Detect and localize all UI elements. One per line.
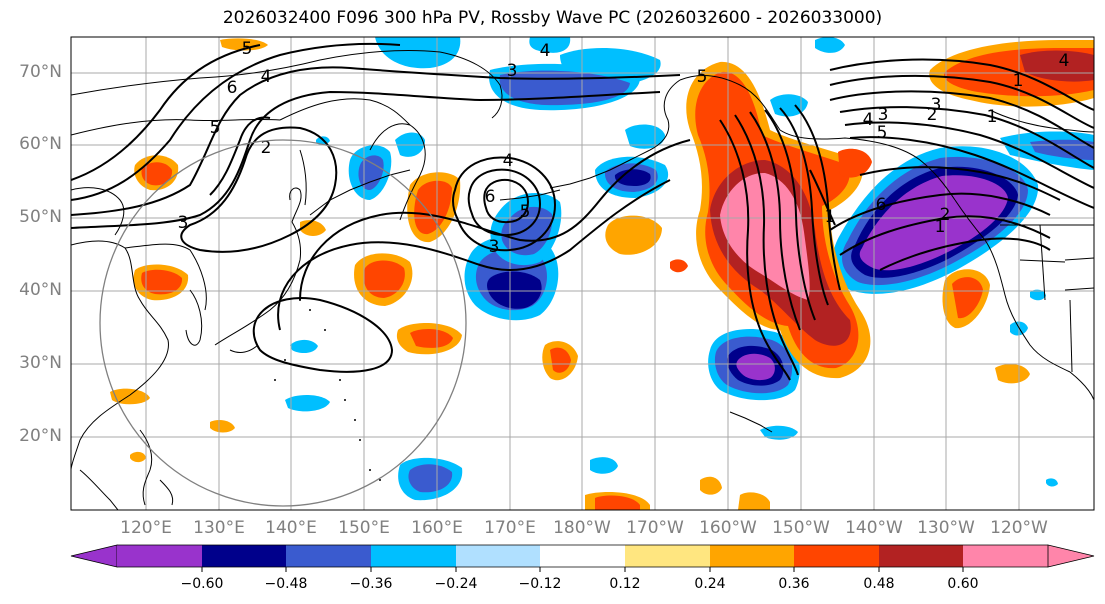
contour-label: 5	[210, 118, 221, 138]
island-dots	[274, 299, 381, 481]
contour-label: 1	[935, 217, 946, 237]
colorbar-swatch	[371, 545, 456, 567]
lon-label: 170°E	[484, 518, 536, 538]
contour-label: 1	[825, 207, 836, 227]
colorbar-label: 0.12	[609, 576, 641, 592]
pv-contours	[71, 42, 1094, 381]
colorbar-swatch	[117, 545, 202, 567]
contour-label: 5	[242, 39, 253, 59]
lon-label: 120°E	[120, 518, 172, 538]
colorbar-label: −0.12	[518, 576, 562, 592]
lon-label: 180°W	[553, 518, 611, 538]
contour-label: 1	[1013, 71, 1024, 91]
colorbar-label: 0.48	[863, 576, 895, 592]
lon-label: 160°E	[411, 518, 463, 538]
map-content: 5 4 6 5 2 3 4 6 5 3 3 4 1 6 2 1 5 1 4 3 …	[71, 37, 1094, 510]
colorbar-label: −0.24	[434, 576, 478, 592]
map-border	[70, 36, 1095, 511]
colorbar-label: −0.60	[180, 576, 224, 592]
colorbar-extend-low	[70, 544, 118, 568]
colorbar-label: 0.24	[694, 576, 726, 592]
contour-label: 5	[520, 202, 531, 222]
lon-label: 140°E	[265, 518, 317, 538]
colorbar-swatch	[794, 545, 879, 567]
contour-label: 5	[697, 67, 708, 87]
lon-label: 150°E	[338, 518, 390, 538]
colorbar-swatch	[963, 545, 1048, 567]
contour-label: 2	[940, 205, 951, 225]
lon-label: 130°E	[193, 518, 245, 538]
contour-label: 4	[1059, 51, 1070, 71]
colorbar-swatch	[879, 545, 963, 567]
contour-label: 3	[178, 213, 189, 233]
contour-label: 4	[863, 110, 874, 130]
map-title: 2026032400 F096 300 hPa PV, Rossby Wave …	[222, 8, 883, 28]
colorbar-label: 0.60	[947, 576, 979, 592]
contour-label: 3	[489, 237, 500, 257]
contour-label: 3	[878, 105, 889, 125]
contour-label: 1	[987, 107, 998, 127]
colorbar-swatch	[540, 545, 625, 567]
contour-label: 6	[227, 78, 238, 98]
lon-label: 150°W	[772, 518, 830, 538]
contour-label: 4	[540, 41, 551, 61]
colorbar-label: 0.36	[778, 576, 810, 592]
contour-label: 5	[877, 123, 888, 143]
contour-label: 2	[261, 138, 272, 158]
colorbar-extend-high	[1047, 544, 1095, 568]
contour-label: 2	[927, 105, 938, 125]
lat-label: 60°N	[19, 134, 62, 154]
colorbar	[70, 544, 1095, 572]
lat-label: 70°N	[19, 62, 62, 82]
lon-label: 140°W	[845, 518, 903, 538]
contour-labels: 5 4 6 5 2 3 4 6 5 3 3 4 1 6 2 1 5 1 4 3 …	[178, 39, 1070, 257]
lat-label: 40°N	[19, 280, 62, 300]
colorbar-swatch	[286, 545, 371, 567]
contour-label: 3	[507, 61, 518, 81]
lon-label: 170°W	[626, 518, 684, 538]
contour-label: 3	[931, 95, 942, 115]
lat-label: 50°N	[19, 207, 62, 227]
colorbar-swatch	[202, 545, 286, 567]
colorbar-swatch	[625, 545, 710, 567]
coastlines	[71, 49, 1094, 510]
colorbar-swatch	[710, 545, 794, 567]
colorbar-swatch	[456, 545, 540, 567]
contour-label: 4	[503, 151, 514, 171]
contour-label: 6	[485, 187, 496, 207]
lat-label: 30°N	[19, 353, 62, 373]
lat-label: 20°N	[19, 426, 62, 446]
colorbar-label: −0.36	[349, 576, 393, 592]
contour-label: 6	[876, 195, 887, 215]
lon-label: 160°W	[699, 518, 757, 538]
radius-circle	[99, 139, 467, 507]
colorbar-label: −0.48	[264, 576, 308, 592]
contour-label: 4	[261, 67, 272, 87]
lon-label: 130°W	[917, 518, 975, 538]
lon-label: 120°W	[990, 518, 1048, 538]
